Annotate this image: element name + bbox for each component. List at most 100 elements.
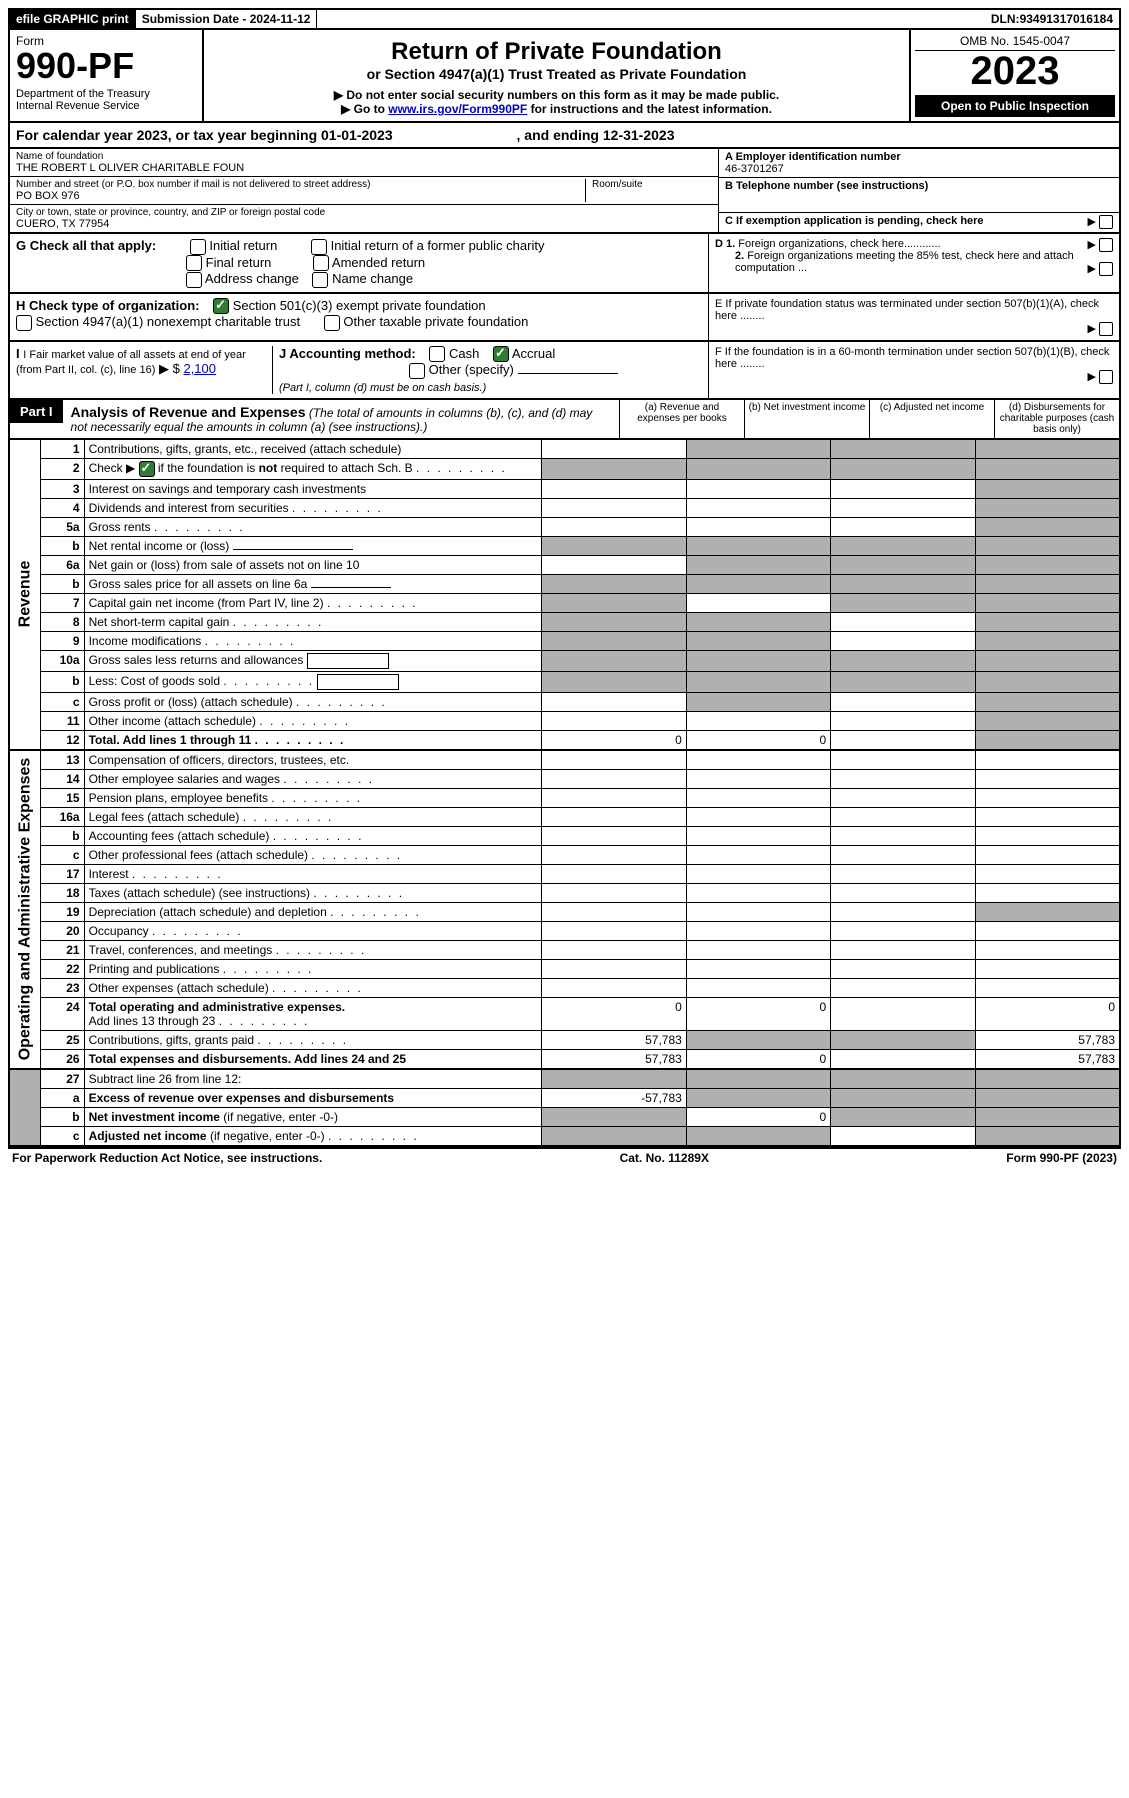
checkbox-501c3[interactable] (213, 298, 229, 314)
entity-info: Name of foundation THE ROBERT L OLIVER C… (8, 149, 1121, 234)
checkbox-d2[interactable] (1099, 262, 1113, 276)
section-g-d: G Check all that apply: Initial return I… (8, 234, 1121, 294)
city-state-zip: CUERO, TX 77954 (16, 218, 712, 230)
revenue-side-label: Revenue (10, 440, 41, 749)
checkbox-amended[interactable] (313, 255, 329, 271)
table-row: bGross sales price for all assets on lin… (41, 574, 1119, 593)
table-row: cOther professional fees (attach schedul… (41, 845, 1119, 864)
d2-row: 2. Foreign organizations meeting the 85%… (715, 250, 1113, 274)
foundation-name-cell: Name of foundation THE ROBERT L OLIVER C… (10, 149, 718, 177)
dln-label: DLN: (991, 12, 1020, 26)
street-address: PO BOX 976 (16, 190, 585, 202)
ein-value: 46-3701267 (725, 163, 1113, 175)
note-link-row: ▶ Go to www.irs.gov/Form990PF for instru… (212, 102, 901, 116)
room-suite-label: Room/suite (592, 179, 712, 190)
revenue-section: Revenue 1Contributions, gifts, grants, e… (8, 440, 1121, 751)
table-row: 9Income modifications (41, 631, 1119, 650)
line27-side (10, 1070, 41, 1145)
section-h-e: H Check type of organization: Section 50… (8, 294, 1121, 342)
table-row: 24Total operating and administrative exp… (41, 997, 1119, 1030)
telephone-cell: B Telephone number (see instructions) (719, 178, 1119, 213)
line27-section: 27Subtract line 26 from line 12: aExcess… (8, 1070, 1121, 1147)
efile-print-button[interactable]: efile GRAPHIC print (10, 10, 136, 28)
dln-cell: DLN: 93491317016184 (985, 10, 1119, 28)
header-right: OMB No. 1545-0047 2023 Open to Public In… (909, 30, 1119, 121)
dept-treasury: Department of the Treasury (16, 88, 196, 100)
table-row: 23Other expenses (attach schedule) (41, 978, 1119, 997)
part1-header: Part I Analysis of Revenue and Expenses … (8, 400, 1121, 440)
checkbox-sch-b[interactable] (139, 461, 155, 477)
table-row: cGross profit or (loss) (attach schedule… (41, 692, 1119, 711)
j-label: J Accounting method: (279, 346, 416, 361)
checkbox-e[interactable] (1099, 322, 1113, 336)
checkbox-name-change[interactable] (312, 272, 328, 288)
note-ssn: ▶ Do not enter social security numbers o… (212, 88, 901, 102)
table-row: 10aGross sales less returns and allowanc… (41, 650, 1119, 671)
table-row: 20Occupancy (41, 921, 1119, 940)
checkbox-4947[interactable] (16, 315, 32, 331)
footer-catno: Cat. No. 11289X (620, 1151, 709, 1165)
fmv-link[interactable]: 2,100 (183, 361, 216, 376)
checkbox-other-taxable[interactable] (324, 315, 340, 331)
checkbox-f[interactable] (1099, 370, 1113, 384)
top-bar: efile GRAPHIC print Submission Date - 20… (8, 8, 1121, 30)
address-cell: Number and street (or P.O. box number if… (10, 177, 718, 205)
col-a-header: (a) Revenue and expenses per books (619, 400, 744, 438)
submission-label: Submission Date - (142, 12, 250, 26)
checkbox-c[interactable] (1099, 215, 1113, 229)
table-row: aExcess of revenue over expenses and dis… (41, 1088, 1119, 1107)
form-header: Form 990-PF Department of the Treasury I… (8, 30, 1121, 123)
city-cell: City or town, state or province, country… (10, 205, 718, 232)
col-b-header: (b) Net investment income (744, 400, 869, 438)
table-row: bNet rental income or (loss) (41, 536, 1119, 555)
checkbox-final[interactable] (186, 255, 202, 271)
checkbox-accrual[interactable] (493, 346, 509, 362)
table-row: 14Other employee salaries and wages (41, 769, 1119, 788)
form-number: 990-PF (16, 48, 196, 84)
table-row: cAdjusted net income (if negative, enter… (41, 1126, 1119, 1145)
checkbox-initial[interactable] (190, 239, 206, 255)
dln-value: 93491317016184 (1020, 12, 1113, 26)
table-row: bNet investment income (if negative, ent… (41, 1107, 1119, 1126)
checkbox-initial-former[interactable] (311, 239, 327, 255)
checkbox-other-method[interactable] (409, 363, 425, 379)
irs-link[interactable]: www.irs.gov/Form990PF (388, 102, 527, 116)
ein-cell: A Employer identification number 46-3701… (719, 149, 1119, 178)
form-subtitle: or Section 4947(a)(1) Trust Treated as P… (212, 66, 901, 82)
d1-row: D 1. Foreign organizations, check here..… (715, 238, 1113, 250)
section-ij-f: I I Fair market value of all assets at e… (8, 342, 1121, 400)
e-row: E If private foundation status was termi… (715, 298, 1113, 322)
table-row: 21Travel, conferences, and meetings (41, 940, 1119, 959)
irs-label: Internal Revenue Service (16, 100, 196, 112)
table-row: 6aNet gain or (loss) from sale of assets… (41, 555, 1119, 574)
part1-title: Analysis of Revenue and Expenses (71, 404, 306, 420)
foundation-name: THE ROBERT L OLIVER CHARITABLE FOUN (16, 162, 712, 174)
table-row: 7Capital gain net income (from Part IV, … (41, 593, 1119, 612)
table-row: bLess: Cost of goods sold (41, 671, 1119, 692)
table-row: 17Interest (41, 864, 1119, 883)
g-label: G Check all that apply: (16, 238, 156, 253)
page-footer: For Paperwork Reduction Act Notice, see … (8, 1147, 1121, 1167)
checkbox-d1[interactable] (1099, 238, 1113, 252)
table-row: 5aGross rents (41, 517, 1119, 536)
table-row: 22Printing and publications (41, 959, 1119, 978)
calendar-year-row: For calendar year 2023, or tax year begi… (8, 123, 1121, 149)
table-row: 1Contributions, gifts, grants, etc., rec… (41, 440, 1119, 459)
table-row: 12Total. Add lines 1 through 11 00 (41, 730, 1119, 749)
submission-date-cell: Submission Date - 2024-11-12 (136, 10, 318, 28)
part1-tag: Part I (10, 400, 63, 423)
table-row: 4Dividends and interest from securities (41, 498, 1119, 517)
col-d-header: (d) Disbursements for charitable purpose… (994, 400, 1119, 438)
table-row: 27Subtract line 26 from line 12: (41, 1070, 1119, 1089)
checkbox-addr-change[interactable] (186, 272, 202, 288)
table-row: 16aLegal fees (attach schedule) (41, 807, 1119, 826)
table-row: 11Other income (attach schedule) (41, 711, 1119, 730)
tax-year: 2023 (915, 51, 1115, 91)
footer-formno: Form 990-PF (2023) (1006, 1151, 1117, 1165)
open-public-badge: Open to Public Inspection (915, 95, 1115, 117)
j-note: (Part I, column (d) must be on cash basi… (279, 382, 486, 394)
checkbox-cash[interactable] (429, 346, 445, 362)
section-c-cell: C If exemption application is pending, c… (719, 213, 1119, 229)
table-row: 25Contributions, gifts, grants paid 57,7… (41, 1030, 1119, 1049)
header-left: Form 990-PF Department of the Treasury I… (10, 30, 204, 121)
